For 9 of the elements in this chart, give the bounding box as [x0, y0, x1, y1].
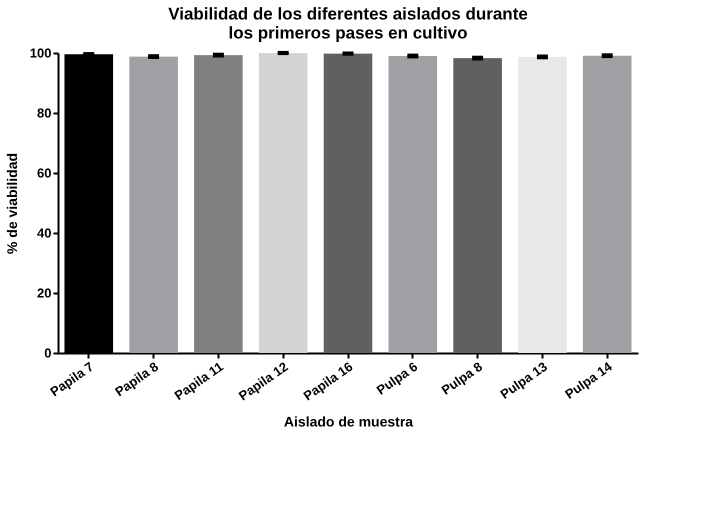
y-tick-label: 20: [37, 286, 52, 300]
y-axis-title: % de viabilidad: [4, 152, 20, 254]
y-tick-label: 40: [37, 226, 52, 240]
y-tick-label: 100: [30, 46, 52, 60]
y-tick-label: 60: [37, 166, 52, 180]
chart-title: Viabilidad de los diferentes aislados durante los primeros pases en cultivo: [168, 4, 528, 42]
y-tick-label: 0: [44, 346, 52, 360]
x-axis-title: Aislado de muestra: [284, 413, 414, 430]
y-tick-label: 80: [37, 106, 52, 120]
